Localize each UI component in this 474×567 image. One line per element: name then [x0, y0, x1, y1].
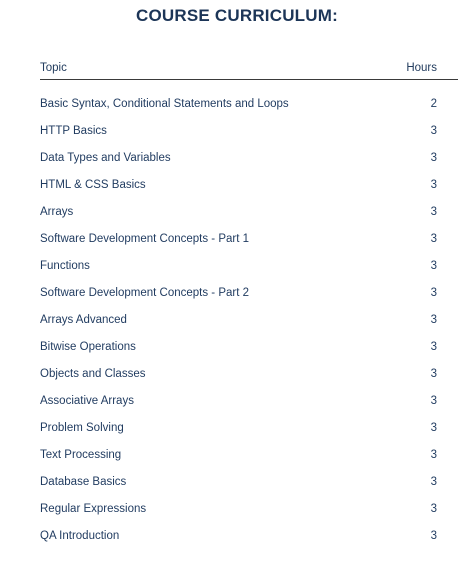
table-row: HTML & CSS Basics 3	[40, 171, 458, 198]
row-topic: Arrays Advanced	[40, 313, 127, 326]
table-row: Basic Syntax, Conditional Statements and…	[40, 90, 458, 117]
row-hours: 3	[430, 529, 437, 542]
row-topic: Database Basics	[40, 475, 127, 488]
row-topic: HTTP Basics	[40, 124, 107, 137]
row-hours: 3	[430, 259, 437, 272]
row-topic: Text Processing	[40, 448, 122, 461]
table-row: Database Basics 3	[40, 468, 458, 495]
row-hours: 2	[430, 97, 437, 110]
table-row: HTTP Basics 3	[40, 117, 458, 144]
row-hours: 3	[430, 124, 437, 137]
row-topic: Bitwise Operations	[40, 340, 136, 353]
header-hours: Hours	[406, 62, 437, 74]
row-topic: HTML & CSS Basics	[40, 178, 146, 191]
row-hours: 3	[430, 502, 437, 515]
row-topic: Data Types and Variables	[40, 151, 171, 164]
table-row: Arrays Advanced 3	[40, 306, 458, 333]
table-row: Data Types and Variables 3	[40, 144, 458, 171]
table-row: Functions 3	[40, 252, 458, 279]
curriculum-table: Topic Hours Basic Syntax, Conditional St…	[40, 58, 458, 549]
row-topic: Software Development Concepts - Part 1	[40, 232, 250, 245]
row-topic: Objects and Classes	[40, 367, 146, 380]
row-hours: 3	[430, 205, 437, 218]
table-row: Bitwise Operations 3	[40, 333, 458, 360]
table-row: Objects and Classes 3	[40, 360, 458, 387]
row-hours: 3	[430, 475, 437, 488]
row-hours: 3	[430, 313, 437, 326]
row-hours: 3	[430, 151, 437, 164]
row-hours: 3	[430, 232, 437, 245]
page-title: COURSE CURRICULUM:	[136, 6, 338, 25]
table-row: Arrays 3	[40, 198, 458, 225]
row-topic: Functions	[40, 259, 90, 272]
table-row: Text Processing 3	[40, 441, 458, 468]
row-topic: Arrays	[40, 205, 74, 218]
header-topic: Topic	[40, 62, 67, 74]
table-body: Basic Syntax, Conditional Statements and…	[40, 90, 458, 549]
row-hours: 3	[430, 286, 437, 299]
table-row: Problem Solving 3	[40, 414, 458, 441]
table-row: Software Development Concepts - Part 1 3	[40, 225, 458, 252]
row-topic: QA Introduction	[40, 529, 120, 542]
row-topic: Problem Solving	[40, 421, 124, 434]
row-hours: 3	[430, 340, 437, 353]
row-hours: 3	[430, 421, 437, 434]
row-topic: Associative Arrays	[40, 394, 134, 407]
table-row: Software Development Concepts - Part 2 3	[40, 279, 458, 306]
table-row: Regular Expressions 3	[40, 495, 458, 522]
row-hours: 3	[430, 394, 437, 407]
row-hours: 3	[430, 448, 437, 461]
row-hours: 3	[430, 367, 437, 380]
row-topic: Regular Expressions	[40, 502, 147, 515]
table-row: QA Introduction 3	[40, 522, 458, 549]
row-topic: Software Development Concepts - Part 2	[40, 286, 250, 299]
table-header: Topic Hours	[40, 58, 458, 80]
row-topic: Basic Syntax, Conditional Statements and…	[40, 97, 289, 110]
table-row: Associative Arrays 3	[40, 387, 458, 414]
row-hours: 3	[430, 178, 437, 191]
